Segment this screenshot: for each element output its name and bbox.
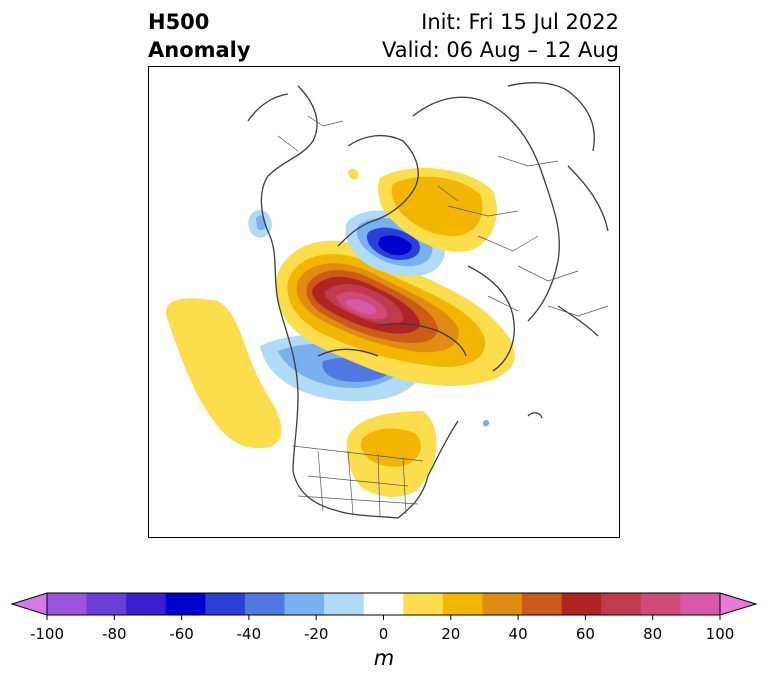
colorbar-swatch: [205, 593, 246, 615]
country-borders: [277, 115, 609, 517]
title-line-2: Anomaly: [148, 38, 251, 62]
colorbar-tick-label: 40: [508, 625, 528, 643]
colorbar-swatch: [165, 593, 206, 615]
positive-anomaly-russia: [348, 168, 497, 252]
colorbar-tick-label: -40: [236, 625, 262, 643]
colorbar-tick-label: 100: [705, 625, 735, 643]
colorbar-swatch: [86, 593, 127, 615]
colorbar-extend-high: [719, 592, 758, 616]
colorbar-swatch: [522, 593, 563, 615]
colorbar-tick-label: 60: [575, 625, 595, 643]
valid-date: Valid: 06 Aug – 12 Aug: [381, 38, 619, 62]
colorbar-swatch: [126, 593, 167, 615]
map-dates: Init: Fri 15 Jul 2022 Valid: 06 Aug – 12…: [382, 8, 619, 64]
colorbar-swatch: [601, 593, 642, 615]
init-date: Init: Fri 15 Jul 2022: [421, 10, 619, 34]
positive-anomaly-pacific: [166, 298, 282, 449]
colorbar-swatch: [442, 593, 483, 615]
colorbar-tick-label: -100: [29, 625, 65, 643]
colorbar-extend-low: [10, 592, 48, 616]
colorbar-tick-label: 20: [441, 625, 461, 643]
colorbar-swatch: [680, 593, 721, 615]
colorbar-swatch: [244, 593, 286, 615]
map-title: H500 Anomaly: [148, 8, 251, 64]
colorbar-tick-label: -20: [303, 625, 329, 643]
anomaly-map: [148, 66, 620, 538]
title-line-1: H500: [148, 10, 210, 34]
colorbar-tick-label: -60: [169, 625, 194, 643]
coastlines: [247, 82, 609, 519]
colorbar-swatch: [284, 593, 325, 615]
colorbar-swatch: [47, 593, 88, 615]
colorbar-swatch: [561, 593, 602, 615]
colorbar-tick-label: -80: [102, 625, 127, 643]
colorbar-swatch: [363, 593, 404, 615]
colorbar-unit: m: [373, 646, 395, 670]
colorbar: [10, 592, 758, 620]
colorbar-swatch: [403, 593, 444, 615]
colorbar-swatch: [482, 593, 523, 615]
positive-anomaly-us: [346, 411, 490, 498]
colorbar-tick-label: 0: [378, 625, 389, 643]
colorbar-swatch: [640, 593, 681, 615]
colorbar-tick-label: 80: [643, 625, 663, 643]
colorbar-swatch: [324, 593, 365, 615]
